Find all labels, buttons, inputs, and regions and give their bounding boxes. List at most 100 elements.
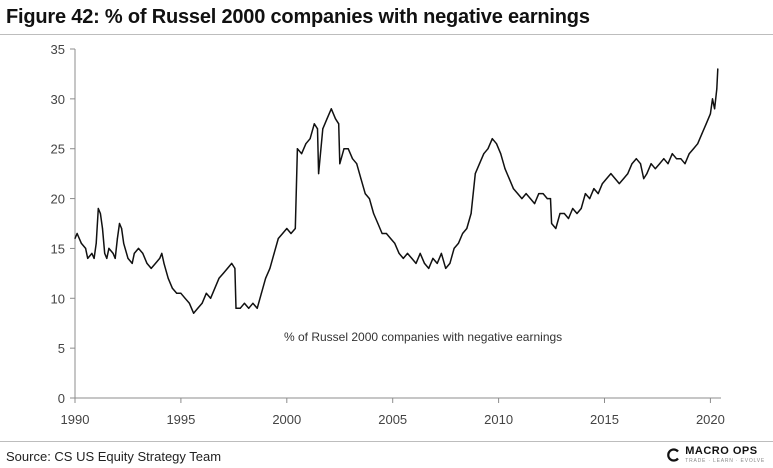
data-point xyxy=(218,277,220,279)
data-point xyxy=(551,222,553,225)
data-point xyxy=(419,252,421,254)
y-tick-label: 35 xyxy=(51,42,65,57)
data-point xyxy=(478,163,481,165)
macro-ops-logo-icon xyxy=(667,448,680,462)
chart-annotation: % of Russel 2000 companies with negative… xyxy=(284,330,562,344)
footer-divider xyxy=(0,441,773,442)
data-point xyxy=(222,272,224,274)
data-point xyxy=(290,232,292,235)
data-point xyxy=(495,143,498,145)
data-point xyxy=(470,212,472,215)
data-point xyxy=(406,252,409,254)
data-point xyxy=(339,163,341,165)
data-point xyxy=(159,257,161,259)
data-point xyxy=(671,153,673,155)
x-axis-ticks: 1990 1995 2000 2005 2010 2015 2020 xyxy=(61,398,725,427)
data-point xyxy=(347,148,349,150)
data-point xyxy=(313,123,315,125)
data-point xyxy=(154,262,157,264)
data-point xyxy=(201,302,203,304)
data-point xyxy=(142,252,144,254)
data-point xyxy=(235,307,237,309)
data-point xyxy=(504,168,506,170)
data-point xyxy=(364,193,366,195)
data-point xyxy=(305,143,307,145)
data-point xyxy=(415,262,417,264)
data-point xyxy=(716,88,718,90)
data-point xyxy=(95,242,97,244)
data-point xyxy=(643,178,645,180)
data-point xyxy=(286,227,288,230)
data-point xyxy=(584,193,587,195)
data-point xyxy=(627,173,629,175)
data-point xyxy=(114,257,116,259)
data-point xyxy=(705,123,707,125)
data-point xyxy=(534,203,536,205)
y-tick-label: 20 xyxy=(51,192,65,207)
y-tick-label: 0 xyxy=(58,391,65,406)
data-point xyxy=(163,262,165,264)
data-point xyxy=(282,232,284,235)
data-point xyxy=(697,143,699,145)
data-point xyxy=(338,123,340,125)
data-point xyxy=(101,227,104,230)
title-divider xyxy=(0,34,773,35)
data-point xyxy=(256,307,258,309)
data-point xyxy=(508,178,510,180)
x-tick-label: 2005 xyxy=(378,412,407,427)
data-point xyxy=(546,198,548,200)
data-point xyxy=(104,252,106,254)
data-point xyxy=(449,262,451,264)
data-point xyxy=(457,242,459,244)
data-point xyxy=(269,267,271,269)
data-point xyxy=(453,247,455,249)
data-point xyxy=(667,163,669,165)
data-point xyxy=(193,312,195,314)
data-point xyxy=(576,212,578,215)
x-tick-label: 2000 xyxy=(272,412,301,427)
data-point xyxy=(112,252,114,254)
data-point xyxy=(512,188,515,190)
data-point xyxy=(294,227,296,230)
data-point xyxy=(330,108,332,110)
data-point xyxy=(398,252,400,254)
data-point xyxy=(593,188,595,190)
data-point xyxy=(205,292,207,294)
y-tick-label: 30 xyxy=(51,92,65,107)
data-point xyxy=(322,128,324,130)
data-point xyxy=(610,173,612,175)
data-point xyxy=(684,163,686,165)
data-point xyxy=(709,113,712,115)
data-point xyxy=(385,232,387,235)
y-tick-label: 25 xyxy=(51,142,65,157)
source-note: Source: CS US Equity Strategy Team xyxy=(6,449,222,464)
data-point xyxy=(688,153,690,155)
data-point xyxy=(118,222,121,225)
figure-title: Figure 42: % of Russel 2000 companies wi… xyxy=(6,6,590,28)
data-point xyxy=(226,267,229,269)
data-point xyxy=(436,262,438,264)
data-point xyxy=(108,247,110,249)
data-point xyxy=(97,207,99,210)
data-point xyxy=(487,148,489,150)
y-tick-label: 5 xyxy=(58,341,65,356)
data-point xyxy=(659,163,661,165)
data-point xyxy=(654,168,656,170)
data-point xyxy=(500,153,502,155)
y-tick-label: 10 xyxy=(51,291,65,306)
x-tick-label: 2020 xyxy=(696,412,725,427)
data-point xyxy=(390,237,392,240)
data-point xyxy=(252,302,254,304)
data-point xyxy=(549,198,552,200)
data-point xyxy=(402,257,404,259)
logo-name: MACRO OPS xyxy=(685,445,758,457)
data-point xyxy=(260,292,262,294)
x-tick-label: 1990 xyxy=(61,412,90,427)
data-point xyxy=(462,232,464,235)
data-point xyxy=(474,173,476,175)
data-point xyxy=(635,158,637,160)
data-point xyxy=(316,128,319,130)
x-tick-label: 1995 xyxy=(166,412,195,427)
data-point xyxy=(714,108,716,110)
data-point xyxy=(692,148,695,150)
